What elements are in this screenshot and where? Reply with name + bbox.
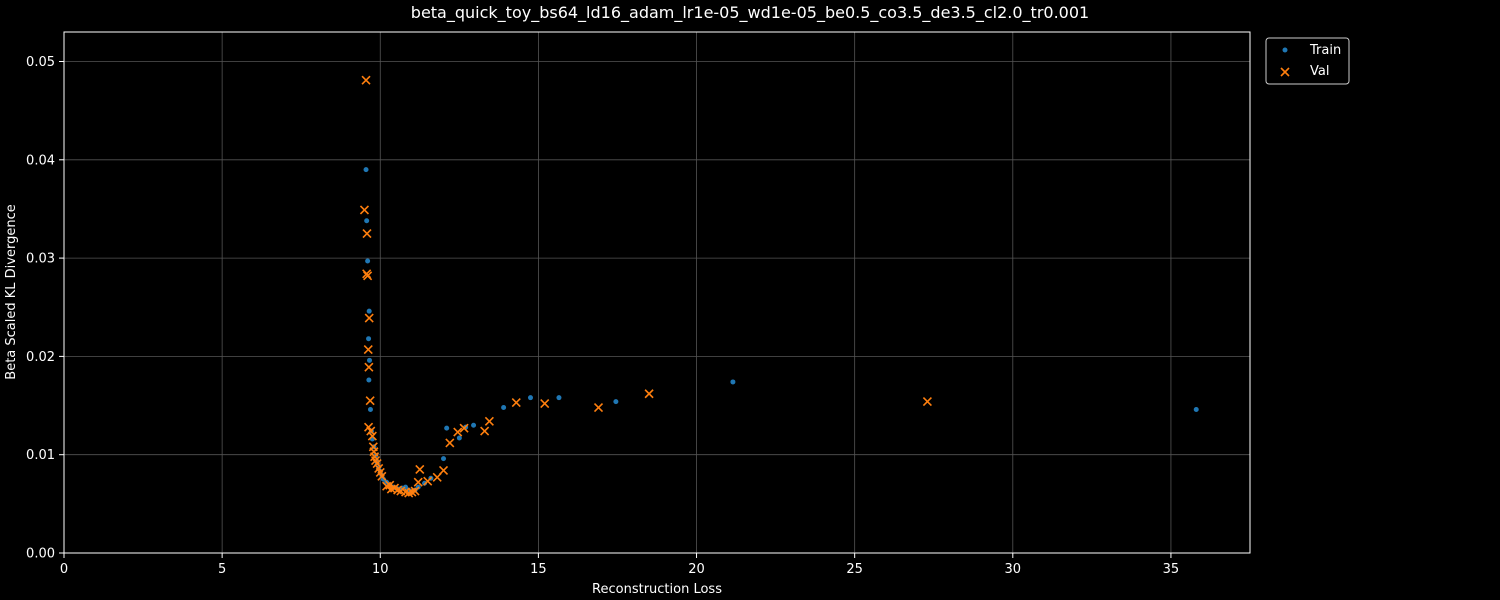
val-point <box>377 471 387 481</box>
val-point <box>372 458 382 469</box>
val-point <box>366 426 376 436</box>
val-point <box>363 271 373 281</box>
x-tick-label: 0 <box>60 562 68 577</box>
val-point <box>459 423 469 433</box>
x-tick-label: 15 <box>530 562 547 577</box>
val-point <box>365 396 375 406</box>
x-tick-label: 10 <box>372 562 389 577</box>
train-point <box>730 379 736 385</box>
x-tick-label: 30 <box>1005 562 1022 577</box>
legend-train-label: Train <box>1309 43 1341 58</box>
val-point <box>393 485 403 495</box>
val-point <box>410 486 420 496</box>
train-point <box>366 336 372 342</box>
y-tick-label: 0.00 <box>26 547 55 562</box>
val-point <box>367 431 377 441</box>
train-point <box>444 425 450 431</box>
y-tick-label: 0.01 <box>26 448 55 463</box>
train-point <box>366 308 372 314</box>
train-point <box>380 476 386 482</box>
val-point <box>413 477 423 487</box>
x-tick-label: 25 <box>846 562 863 577</box>
train-point <box>556 395 562 401</box>
legend-val-label: Val <box>1310 64 1329 79</box>
train-point <box>527 395 533 401</box>
val-point <box>364 362 374 372</box>
legend-train-marker <box>1282 47 1288 53</box>
train-point <box>422 480 428 486</box>
val-point <box>361 75 371 85</box>
train-point <box>365 258 371 264</box>
val-point <box>445 438 455 448</box>
x-axis: 0 5 10 15 20 25 30 35 <box>60 553 1179 577</box>
val-point <box>362 228 372 239</box>
y-tick-label: 0.02 <box>26 350 55 365</box>
val-point <box>364 313 374 323</box>
val-point <box>511 398 521 408</box>
y-axis-label: Beta Scaled KL Divergence <box>4 204 19 379</box>
val-point <box>382 481 392 491</box>
train-point <box>363 167 369 173</box>
train-point <box>366 377 372 383</box>
train-point <box>471 422 477 428</box>
train-point <box>456 435 462 441</box>
x-tick-label: 20 <box>688 562 705 577</box>
val-series <box>359 75 932 498</box>
val-point <box>540 399 550 409</box>
x-tick-label: 5 <box>218 562 226 577</box>
val-point <box>415 464 425 475</box>
train-point <box>367 357 373 363</box>
val-point <box>484 416 494 426</box>
legend: Train Val <box>1265 37 1350 85</box>
val-point <box>644 389 654 399</box>
train-point <box>441 456 447 462</box>
train-series <box>363 167 1199 495</box>
x-axis-label: Reconstruction Loss <box>592 582 722 597</box>
x-tick-label: 35 <box>1163 562 1180 577</box>
val-point <box>453 427 463 437</box>
train-point <box>364 218 370 224</box>
legend-val-marker <box>1280 67 1290 77</box>
train-point <box>501 405 507 411</box>
val-point <box>922 397 932 407</box>
y-tick-label: 0.04 <box>26 153 55 168</box>
train-point <box>1193 406 1199 412</box>
train-point <box>613 399 619 405</box>
val-point <box>407 487 417 497</box>
val-point <box>359 205 370 215</box>
y-axis: 0.00 0.01 0.02 0.03 0.04 0.05 <box>26 55 64 562</box>
chart-title: beta_quick_toy_bs64_ld16_adam_lr1e-05_wd… <box>411 3 1089 23</box>
val-point <box>438 465 449 475</box>
y-tick-label: 0.03 <box>26 252 55 267</box>
train-point <box>367 406 373 412</box>
val-point <box>363 344 373 355</box>
plot-frame <box>63 31 1251 554</box>
val-point <box>593 402 604 413</box>
y-tick-label: 0.05 <box>26 55 55 70</box>
grid <box>63 32 1250 554</box>
val-point <box>480 426 490 436</box>
val-point <box>404 488 414 498</box>
val-point <box>423 476 433 486</box>
